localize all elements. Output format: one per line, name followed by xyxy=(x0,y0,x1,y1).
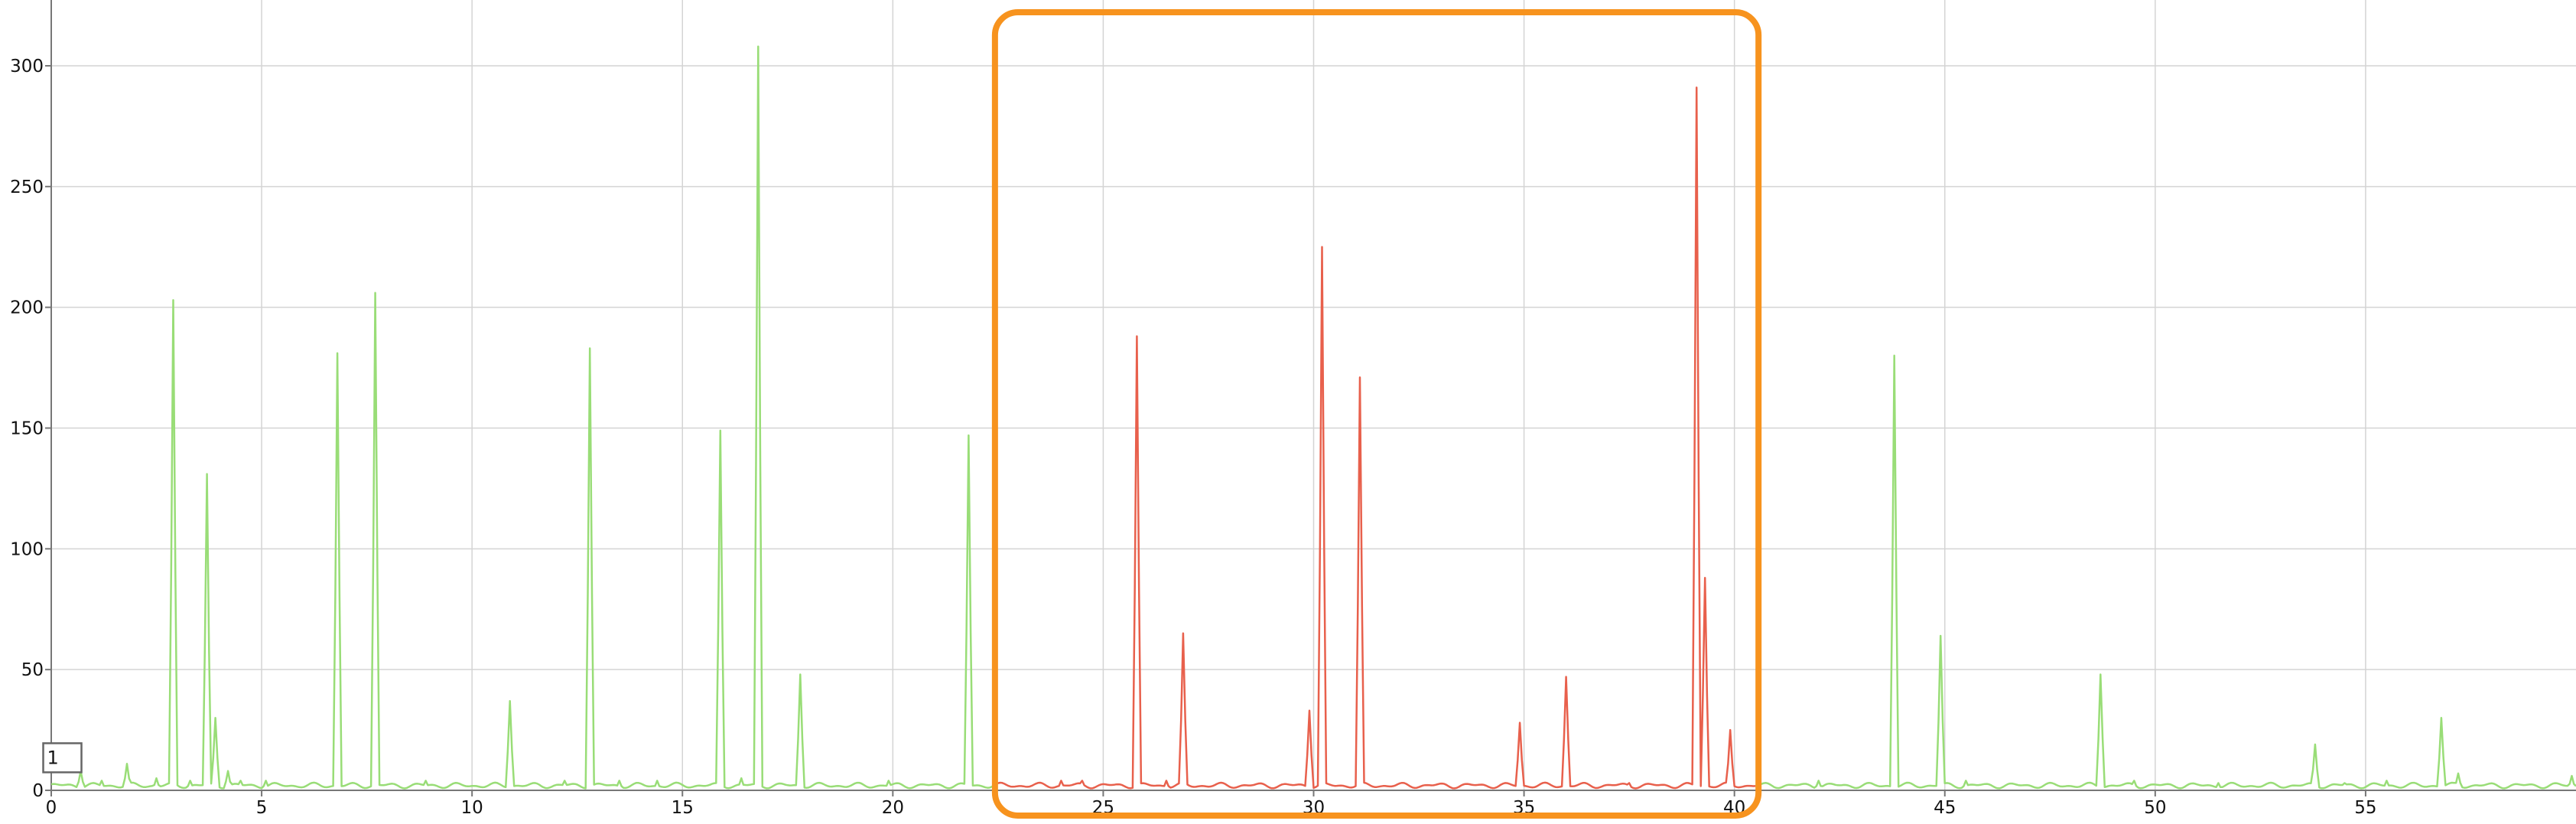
series-group xyxy=(50,45,2576,790)
y-tick-label: 50 xyxy=(21,660,44,680)
annotation-box xyxy=(42,742,83,774)
overlay-group: 1 xyxy=(42,9,1762,819)
x-tick-label: 50 xyxy=(2144,798,2166,818)
annotation-label-box: 1 xyxy=(42,742,83,774)
highlight-box xyxy=(991,9,1762,819)
y-tick-label: 300 xyxy=(10,57,44,77)
y-tick-label: 200 xyxy=(10,298,44,318)
y-tick-label: 0 xyxy=(32,781,44,801)
axes xyxy=(45,0,2576,796)
x-tick-label: 10 xyxy=(461,798,483,818)
x-tick-label: 15 xyxy=(672,798,694,818)
x-tick-label: 55 xyxy=(2354,798,2376,818)
series-line-right xyxy=(1755,354,2576,790)
series-line-highlighted xyxy=(997,86,1756,790)
x-tick-label: 45 xyxy=(1934,798,1956,818)
annotation-text: 1 xyxy=(47,747,59,768)
y-tick-label: 250 xyxy=(10,178,44,197)
x-tick-label: 20 xyxy=(882,798,904,818)
grid-lines xyxy=(51,0,2576,790)
x-tick-label: 5 xyxy=(256,798,268,818)
x-tick-label: 0 xyxy=(46,798,57,818)
series-line-left xyxy=(50,45,999,790)
y-tick-label: 150 xyxy=(10,419,44,439)
y-tick-label: 100 xyxy=(10,539,44,559)
